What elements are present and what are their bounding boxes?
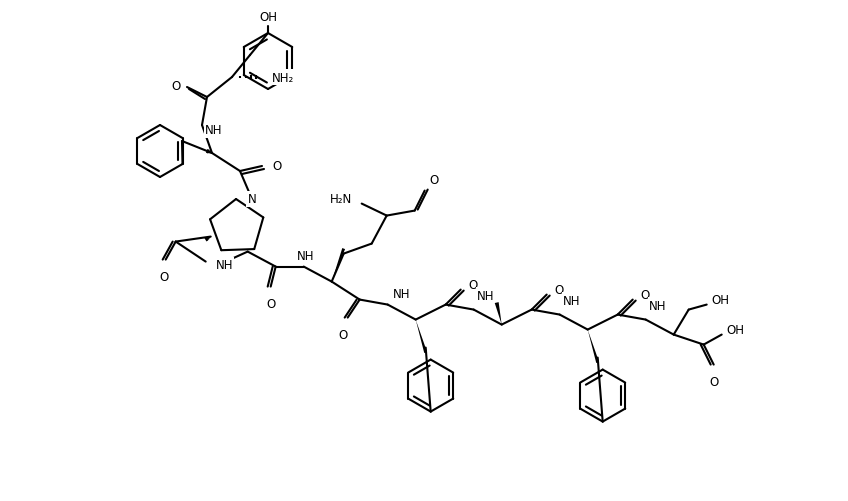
Polygon shape [332,248,345,282]
Text: O: O [338,328,348,341]
Text: NH: NH [563,294,580,307]
Text: NH₂: NH₂ [272,71,294,84]
Text: NH: NH [393,287,410,300]
Text: O: O [709,375,718,388]
Text: O: O [430,173,439,186]
Text: O: O [469,279,478,292]
Text: NH: NH [205,124,222,137]
Text: NH: NH [649,299,667,312]
Text: O: O [172,79,181,92]
Text: OH: OH [259,11,277,24]
Text: OH: OH [711,294,729,307]
Text: O: O [159,270,168,283]
Polygon shape [588,330,600,363]
Text: O: O [266,297,276,310]
Polygon shape [494,303,502,325]
Text: NH: NH [297,249,315,262]
Text: OH: OH [727,324,745,336]
Text: O: O [555,284,564,297]
Text: H₂N: H₂N [329,193,352,206]
Text: NH: NH [477,289,494,302]
Text: O: O [272,160,282,173]
Polygon shape [416,320,427,353]
Text: N: N [248,193,256,206]
Text: O: O [641,289,650,302]
Text: NH: NH [215,259,233,272]
